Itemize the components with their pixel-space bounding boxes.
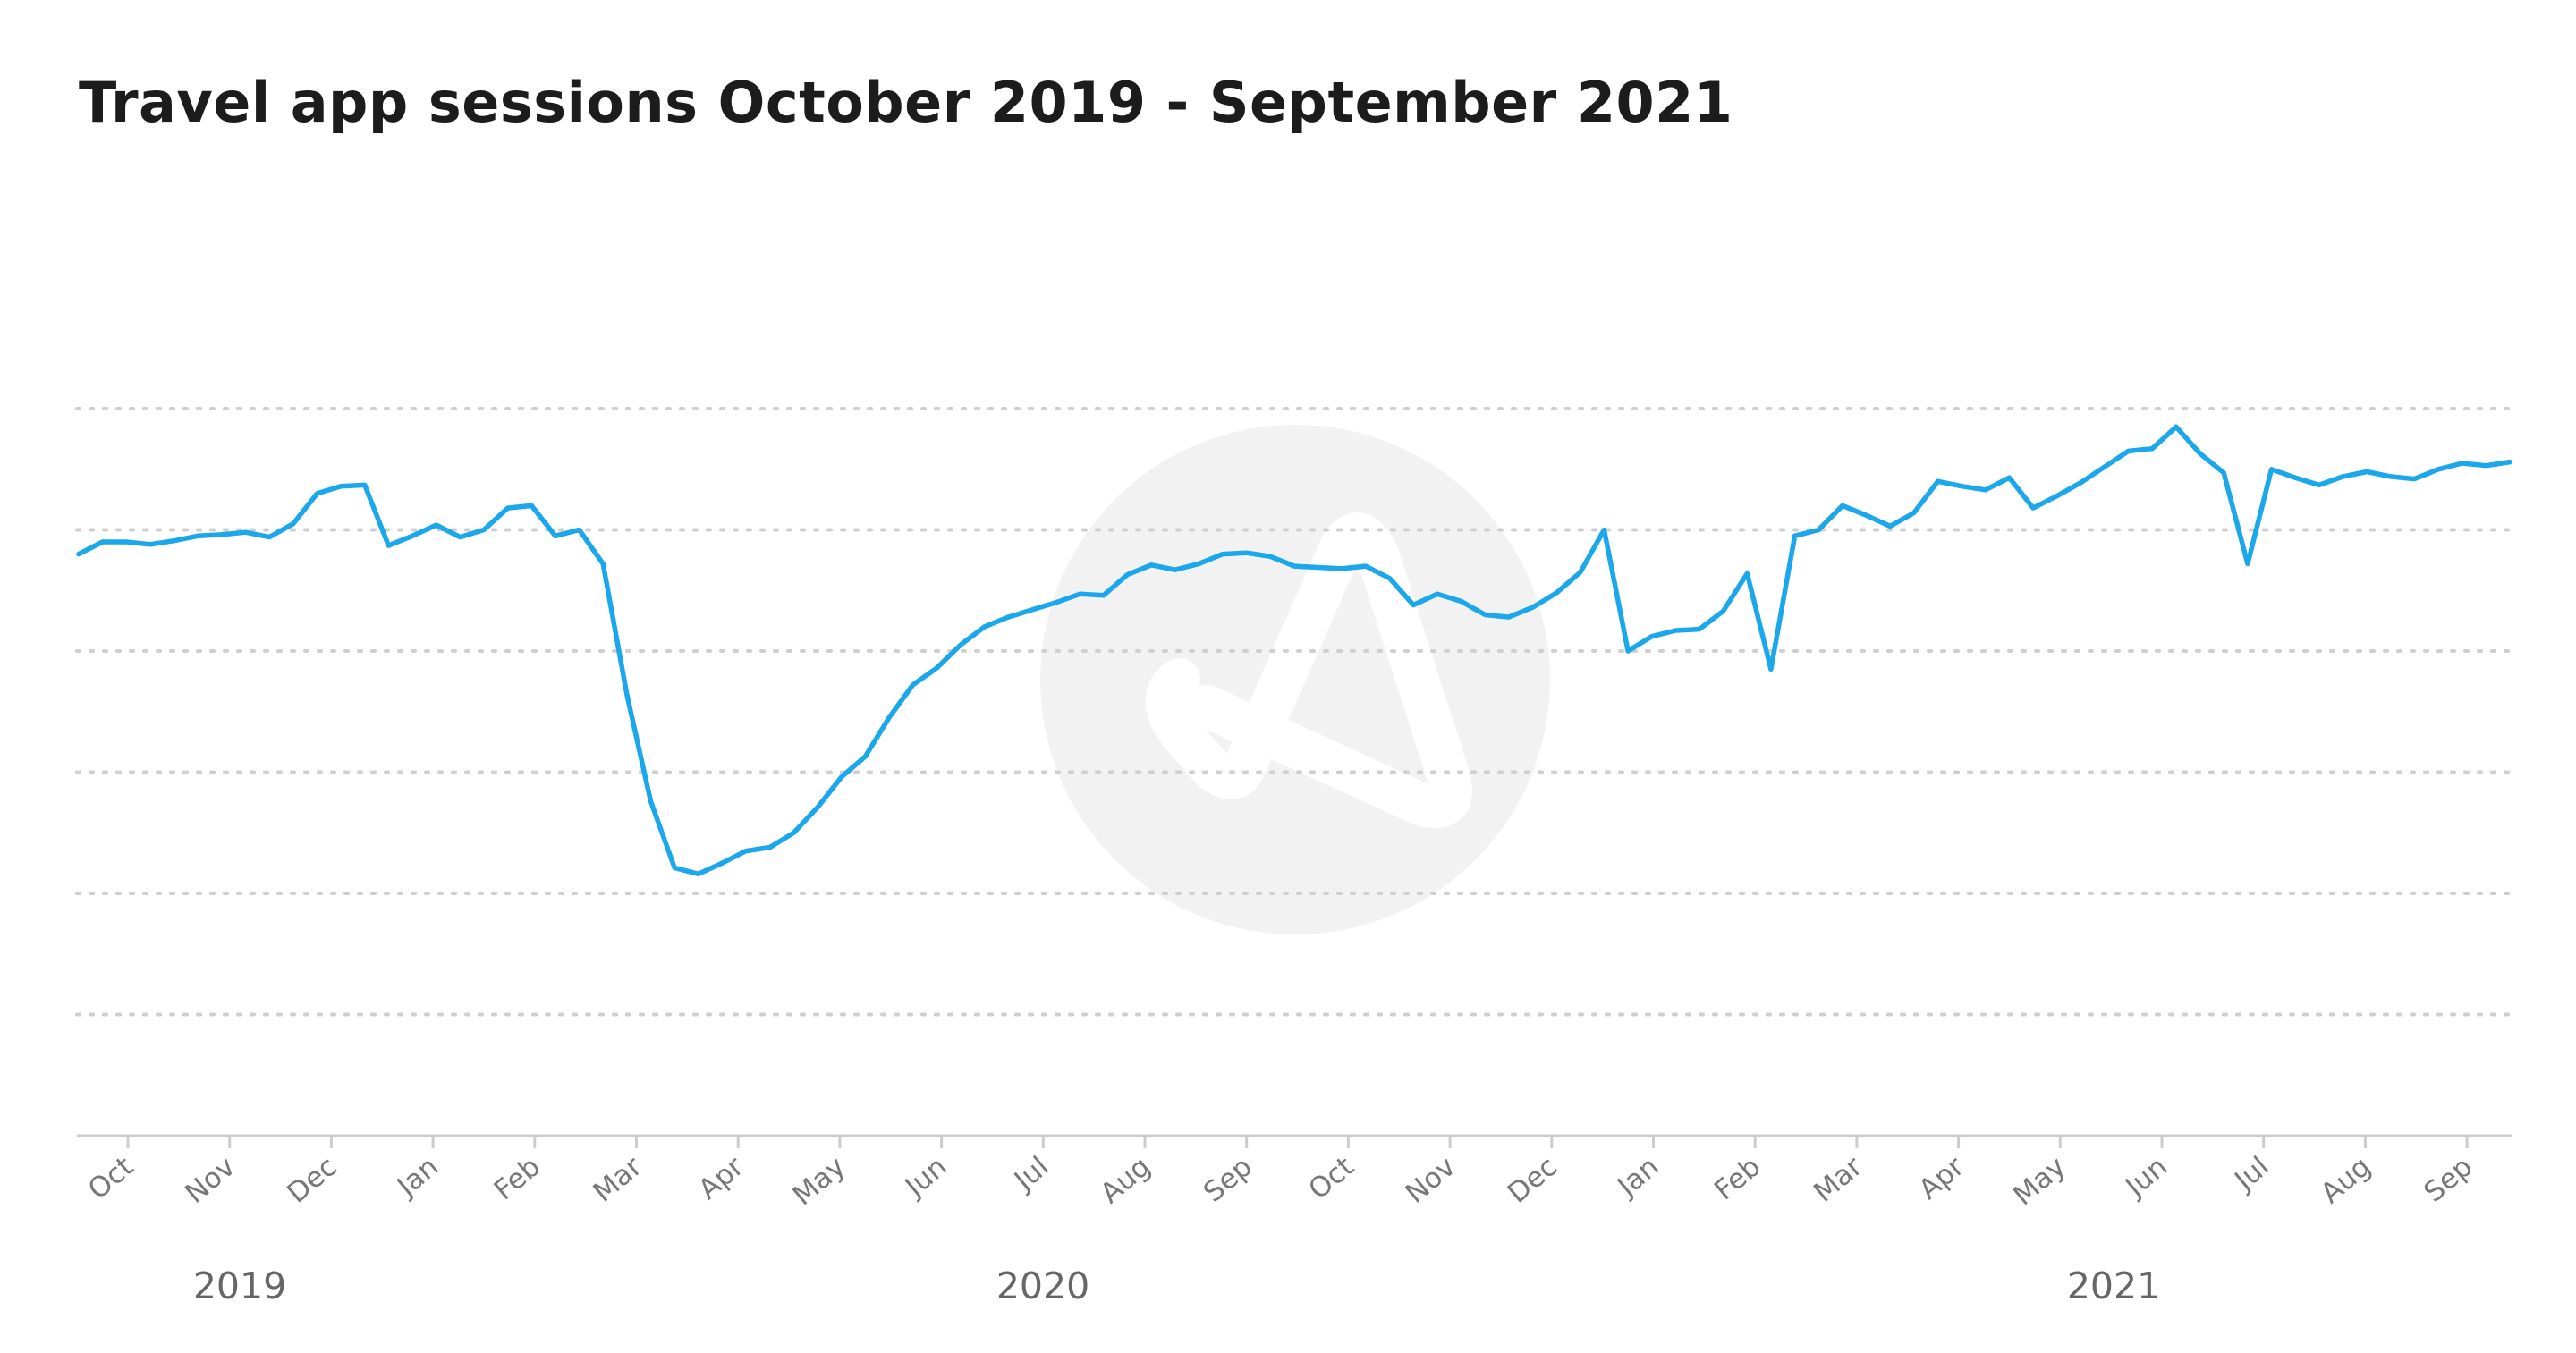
x-tick-label: Feb [1708,1151,1767,1207]
x-tick-label: Sep [1198,1151,1258,1209]
x-tick-label: Aug [2315,1151,2377,1210]
x-tick-label: Nov [179,1151,241,1210]
series-layer [76,424,2512,877]
x-tick-label: Apr [1913,1150,1970,1205]
x-tick-label: Oct [82,1151,140,1206]
x-tick-label: May [2007,1151,2072,1213]
x-tick-label: Feb [488,1151,547,1207]
year-label-2021: 2021 [2067,1264,2160,1307]
x-tick-label: Mar [588,1150,648,1208]
data-ai-logo-icon [1040,425,1550,934]
x-tick-label: Dec [1502,1151,1563,1210]
chart-title: Travel app sessions October 2019 - Septe… [79,70,1733,135]
x-tick-label: Apr [692,1150,750,1205]
x-tick-label: Jan [1610,1151,1665,1205]
x-tick-label: Dec [281,1151,343,1210]
year-label-2019: 2019 [193,1264,286,1307]
x-tick-label: Aug [1095,1151,1157,1210]
series-line-0 [76,424,2512,877]
year-label-2020: 2020 [996,1264,1089,1307]
x-tick-label: Jul [1007,1151,1055,1198]
x-tick-label: Jul [2228,1151,2275,1198]
x-tick-label: Oct [1302,1151,1360,1206]
x-tick-label: Mar [1808,1150,1868,1208]
x-tick-label: Sep [2418,1151,2479,1209]
x-tick-label: May [787,1151,852,1213]
x-tick-label: Jun [2118,1151,2174,1205]
x-tick-label: Jan [390,1151,445,1205]
x-axis: Oct Nov Dec Jan Feb Mar Apr May Jun Jul Aug Sep Oct N… [77,1134,2512,1307]
x-tick-label: Nov [1400,1151,1462,1210]
x-tick-label: Jun [898,1151,953,1205]
grid-lines [75,407,2513,1017]
